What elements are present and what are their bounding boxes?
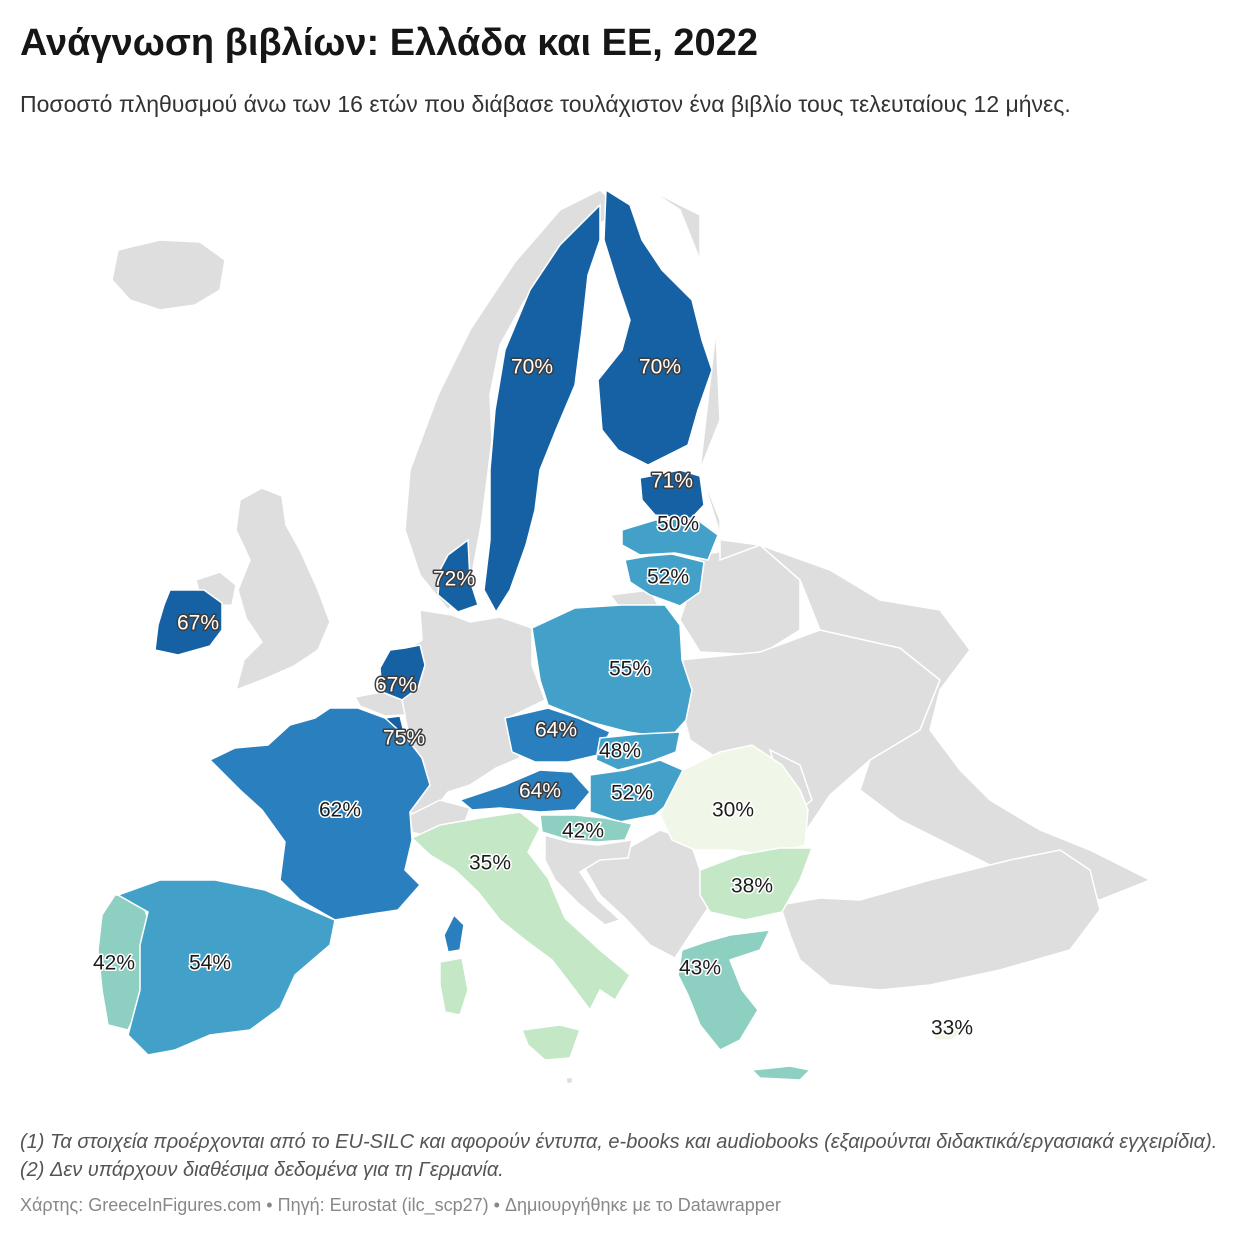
region-pl [531, 604, 693, 739]
region-dk [437, 538, 479, 613]
region-sardinia [439, 957, 469, 1016]
label-si: 42% [562, 820, 604, 843]
region-ro [659, 744, 809, 856]
region-ie [154, 589, 223, 656]
region-sk [595, 731, 681, 771]
label-gr: 43% [679, 957, 721, 980]
eu-regions [97, 188, 970, 1085]
region-belgium [353, 691, 406, 717]
label-at: 64% [519, 780, 561, 803]
region-corsica [443, 913, 465, 953]
region-si [539, 814, 634, 843]
region-gr [677, 929, 772, 1051]
label-nl: 67% [375, 674, 417, 697]
label-cz: 64% [535, 719, 577, 742]
region-russia [649, 189, 1152, 901]
label-dk: 72% [433, 568, 475, 591]
label-hu: 52% [611, 782, 653, 805]
label-pl: 55% [609, 658, 651, 681]
region-turkey [779, 849, 1101, 991]
label-cy: 33% [931, 1017, 973, 1040]
region-crete [750, 1065, 812, 1081]
label-fr: 62% [319, 799, 361, 822]
region-it [410, 811, 631, 1012]
region-ee [639, 469, 705, 521]
label-it: 35% [469, 852, 511, 875]
region-es [116, 879, 336, 1056]
region-croatia [544, 834, 633, 926]
footnotes: (1) Τα στοιχεία προέρχονται από το EU-SI… [20, 1131, 1218, 1181]
label-ee: 71% [651, 470, 693, 493]
map-title: Ανάγνωση βιβλίων: Ελλάδα και ΕΕ, 2022 [20, 22, 758, 64]
region-lv [621, 517, 719, 561]
region-se [483, 203, 601, 614]
label-lu: 75% [383, 727, 425, 750]
label-sk: 48% [599, 740, 641, 763]
region-at [458, 769, 591, 813]
region-sicily [520, 1024, 581, 1061]
label-fi: 70% [639, 356, 681, 379]
source-credits: Χάρτης: GreeceInFigures.com • Πηγή: Euro… [20, 1195, 781, 1215]
label-ro: 30% [712, 799, 754, 822]
region-lt [624, 553, 705, 607]
region-fr [208, 707, 431, 921]
label-lt: 52% [647, 566, 689, 589]
europe-choropleth-map: 70% 70% 71% 50% 52% 72% 67% 67% 75% 55% … [91, 188, 1152, 1085]
region-bg [699, 847, 814, 921]
label-bg: 38% [731, 875, 773, 898]
value-labels: 70% 70% 71% 50% 52% 72% 67% 67% 75% 55% … [91, 354, 974, 1041]
region-iceland [111, 239, 226, 311]
region-fi [597, 188, 713, 466]
label-pt: 42% [93, 952, 135, 975]
label-lv: 50% [657, 513, 699, 536]
region-malta [565, 1076, 574, 1085]
label-se: 70% [511, 356, 553, 379]
label-ie: 67% [177, 612, 219, 635]
region-balkans [578, 829, 711, 959]
region-cy [931, 1019, 970, 1041]
region-nl [379, 644, 426, 701]
map-subtitle: Ποσοστό πληθυσμού άνω των 16 ετών που δι… [20, 91, 1071, 117]
region-great-britain [234, 487, 331, 692]
label-es: 54% [189, 952, 231, 975]
